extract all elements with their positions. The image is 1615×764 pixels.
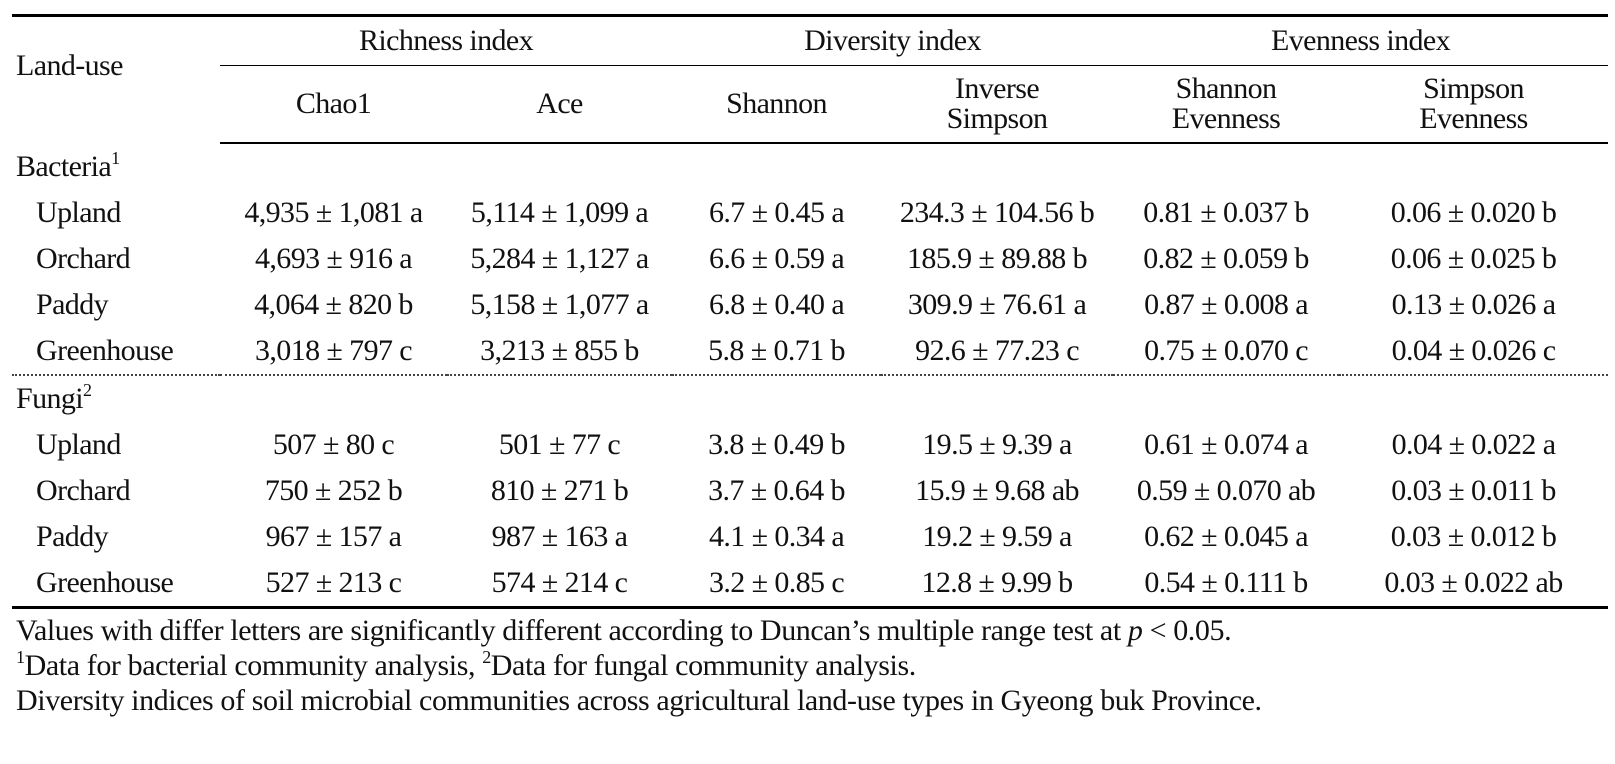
column-header-ace: Ace [447, 65, 673, 144]
table-cell: 3.2 ± 0.85 c [672, 560, 882, 609]
table-cell: 501 ± 77 c [498, 428, 621, 461]
table-cell: 810 ± 271 b [490, 474, 629, 507]
row-label: Orchard [36, 474, 131, 507]
table-cell: 309.9 ± 76.61 a [907, 288, 1087, 321]
table-figure: Land-use Richness index Diversity index … [12, 14, 1609, 718]
diversity-table: Land-use Richness index Diversity index … [12, 14, 1609, 609]
table-cell: 0.87 ± 0.008 a [1144, 288, 1308, 321]
table-row: Orchard 750 ± 252 b 810 ± 271 b 3.7 ± 0.… [12, 468, 1608, 514]
column-header-shannon: Shannon [672, 65, 882, 144]
table-row: Upland 507 ± 80 c 501 ± 77 c 3.8 ± 0.49 … [12, 422, 1608, 468]
table-cell: 6.7 ± 0.45 a [708, 196, 845, 229]
table-cell: 0.75 ± 0.070 c [1113, 328, 1340, 376]
footnote-definitions: 1Data for bacterial community analysis, … [16, 647, 916, 682]
table-cell: 0.82 ± 0.059 b [1143, 242, 1309, 275]
table-cell: 3,018 ± 797 c [220, 328, 447, 376]
table-cell: 0.03 ± 0.022 ab [1339, 560, 1609, 609]
richness-index-header: Richness index [220, 15, 673, 66]
table-row: Greenhouse 3,018 ± 797 c 3,213 ± 855 b 5… [12, 328, 1609, 376]
section-label: Bacteria [16, 150, 112, 183]
evenness-index-header: Evenness index [1113, 15, 1609, 66]
header-group-row: Land-use Richness index Diversity index … [12, 15, 1609, 82]
table-cell: 4,064 ± 820 b [254, 288, 413, 321]
column-header-chao1: Chao1 [220, 65, 447, 144]
header-column-row: Chao1 Ace Shannon Inverse Simpson Shannon… [12, 65, 1609, 144]
section-label: Fungi [16, 382, 84, 415]
table-cell: 5,114 ± 1,099 a [470, 196, 649, 229]
row-label: Orchard [36, 242, 131, 275]
table-cell: 4.1 ± 0.34 a [708, 520, 845, 553]
table-cell: 6.6 ± 0.59 a [708, 242, 845, 275]
table-cell: 5,158 ± 1,077 a [470, 288, 649, 321]
table-cell: 185.9 ± 89.88 b [907, 242, 1088, 275]
table-cell: 0.54 ± 0.111 b [1113, 560, 1340, 609]
table-cell: 19.5 ± 9.39 a [922, 428, 1072, 461]
row-label: Paddy [36, 520, 109, 553]
table-cell: 0.03 ± 0.011 b [1391, 474, 1556, 507]
table-cell: 0.81 ± 0.037 b [1143, 196, 1309, 229]
table-row: Upland 4,935 ± 1,081 a 5,114 ± 1,099 a 6… [12, 190, 1608, 236]
table-cell: 0.04 ± 0.026 c [1339, 328, 1609, 376]
table-cell: 967 ± 157 a [265, 520, 402, 553]
table-cell: 3.7 ± 0.64 b [708, 474, 845, 507]
table-cell: 0.03 ± 0.012 b [1390, 520, 1557, 553]
table-row: Orchard 4,693 ± 916 a 5,284 ± 1,127 a 6.… [12, 236, 1608, 282]
column-header-shannon-evenness: Shannon Evenness [1113, 65, 1340, 144]
table-cell: 0.62 ± 0.045 a [1144, 520, 1308, 553]
table-cell: 750 ± 252 b [264, 474, 403, 507]
table-cell: 574 ± 214 c [447, 560, 673, 609]
table-row: Paddy 4,064 ± 820 b 5,158 ± 1,077 a 6.8 … [12, 282, 1608, 328]
row-label: Upland [36, 428, 121, 461]
table-row: Paddy 967 ± 157 a 987 ± 163 a 4.1 ± 0.34… [12, 514, 1608, 560]
table-caption: Diversity indices of soil microbial comm… [16, 684, 1262, 717]
table-cell: 234.3 ± 104.56 b [899, 196, 1095, 229]
table-cell: 0.04 ± 0.022 a [1391, 428, 1556, 461]
table-cell: 5.8 ± 0.71 b [672, 328, 882, 376]
table-cell: 92.6 ± 77.23 c [881, 328, 1114, 376]
row-label: Paddy [36, 288, 109, 321]
table-cell: 0.61 ± 0.074 a [1144, 428, 1308, 461]
table-cell: 15.9 ± 9.68 ab [915, 474, 1079, 507]
table-cell: 19.2 ± 9.59 a [922, 520, 1072, 553]
table-cell: 507 ± 80 c [272, 428, 395, 461]
column-header-inverse-simpson: Inverse Simpson [881, 65, 1114, 144]
table-cell: 4,935 ± 1,081 a [244, 196, 423, 229]
table-cell: 6.8 ± 0.40 a [708, 288, 845, 321]
footnote-marker: 1 [111, 148, 120, 168]
significance-note: Values with differ letters are significa… [16, 614, 1232, 647]
row-label: Greenhouse [12, 328, 220, 376]
land-use-header: Land-use [16, 49, 123, 82]
table-cell: 0.13 ± 0.026 a [1391, 288, 1556, 321]
footnote-marker: 2 [83, 380, 92, 400]
table-cell: 4,693 ± 916 a [255, 242, 413, 275]
section-row-bacteria: Bacteria1 [12, 143, 1608, 190]
table-cell: 0.06 ± 0.025 b [1390, 242, 1557, 275]
column-header-simpson-evenness: Simpson Evenness [1339, 65, 1609, 144]
diversity-index-header: Diversity index [672, 15, 1114, 66]
table-cell: 5,284 ± 1,127 a [470, 242, 649, 275]
table-cell: 0.06 ± 0.020 b [1390, 196, 1557, 229]
table-cell: 987 ± 163 a [491, 520, 628, 553]
table-cell: 3,213 ± 855 b [447, 328, 673, 376]
table-cell: 0.59 ± 0.070 ab [1136, 474, 1316, 507]
table-cell: 12.8 ± 9.99 b [881, 560, 1114, 609]
table-row: Greenhouse 527 ± 213 c 574 ± 214 c 3.2 ±… [12, 560, 1609, 609]
row-label: Greenhouse [12, 560, 220, 609]
table-notes: Values with differ letters are significa… [12, 613, 1608, 718]
row-label: Upland [36, 196, 121, 229]
section-row-fungi: Fungi2 [12, 375, 1608, 422]
table-cell: 527 ± 213 c [220, 560, 447, 609]
table-cell: 3.8 ± 0.49 b [708, 428, 845, 461]
